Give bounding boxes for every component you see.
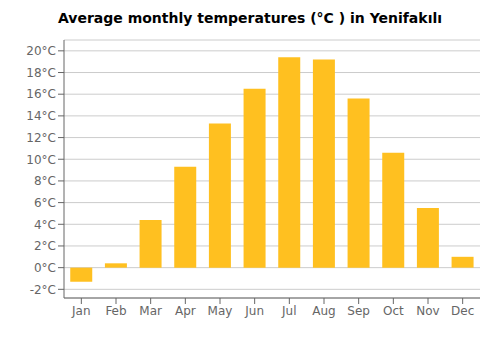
svg-text:4°C: 4°C <box>34 218 56 232</box>
svg-text:0°C: 0°C <box>34 261 56 275</box>
svg-text:Mar: Mar <box>139 304 162 318</box>
svg-text:Jun: Jun <box>244 304 264 318</box>
svg-text:Jan: Jan <box>71 304 91 318</box>
svg-text:2°C: 2°C <box>34 239 56 253</box>
svg-text:Dec: Dec <box>451 304 474 318</box>
svg-text:Nov: Nov <box>416 304 439 318</box>
svg-text:Oct: Oct <box>383 304 404 318</box>
svg-text:6°C: 6°C <box>34 196 56 210</box>
svg-text:Jul: Jul <box>281 304 296 318</box>
svg-text:8°C: 8°C <box>34 174 56 188</box>
svg-text:12°C: 12°C <box>26 131 56 145</box>
svg-text:May: May <box>208 304 233 318</box>
svg-text:16°C: 16°C <box>26 87 56 101</box>
svg-text:-2°C: -2°C <box>30 283 56 297</box>
svg-text:Aug: Aug <box>312 304 335 318</box>
svg-text:18°C: 18°C <box>26 66 56 80</box>
svg-text:Feb: Feb <box>105 304 126 318</box>
svg-text:20°C: 20°C <box>26 44 56 58</box>
html-text:Average monthly temperatures (: Average monthly temperatures (°C ) in Ye… <box>58 10 442 26</box>
svg-text:14°C: 14°C <box>26 109 56 123</box>
svg-text:Apr: Apr <box>175 304 196 318</box>
svg-text:Sep: Sep <box>347 304 370 318</box>
svg-text:10°C: 10°C <box>26 153 56 167</box>
